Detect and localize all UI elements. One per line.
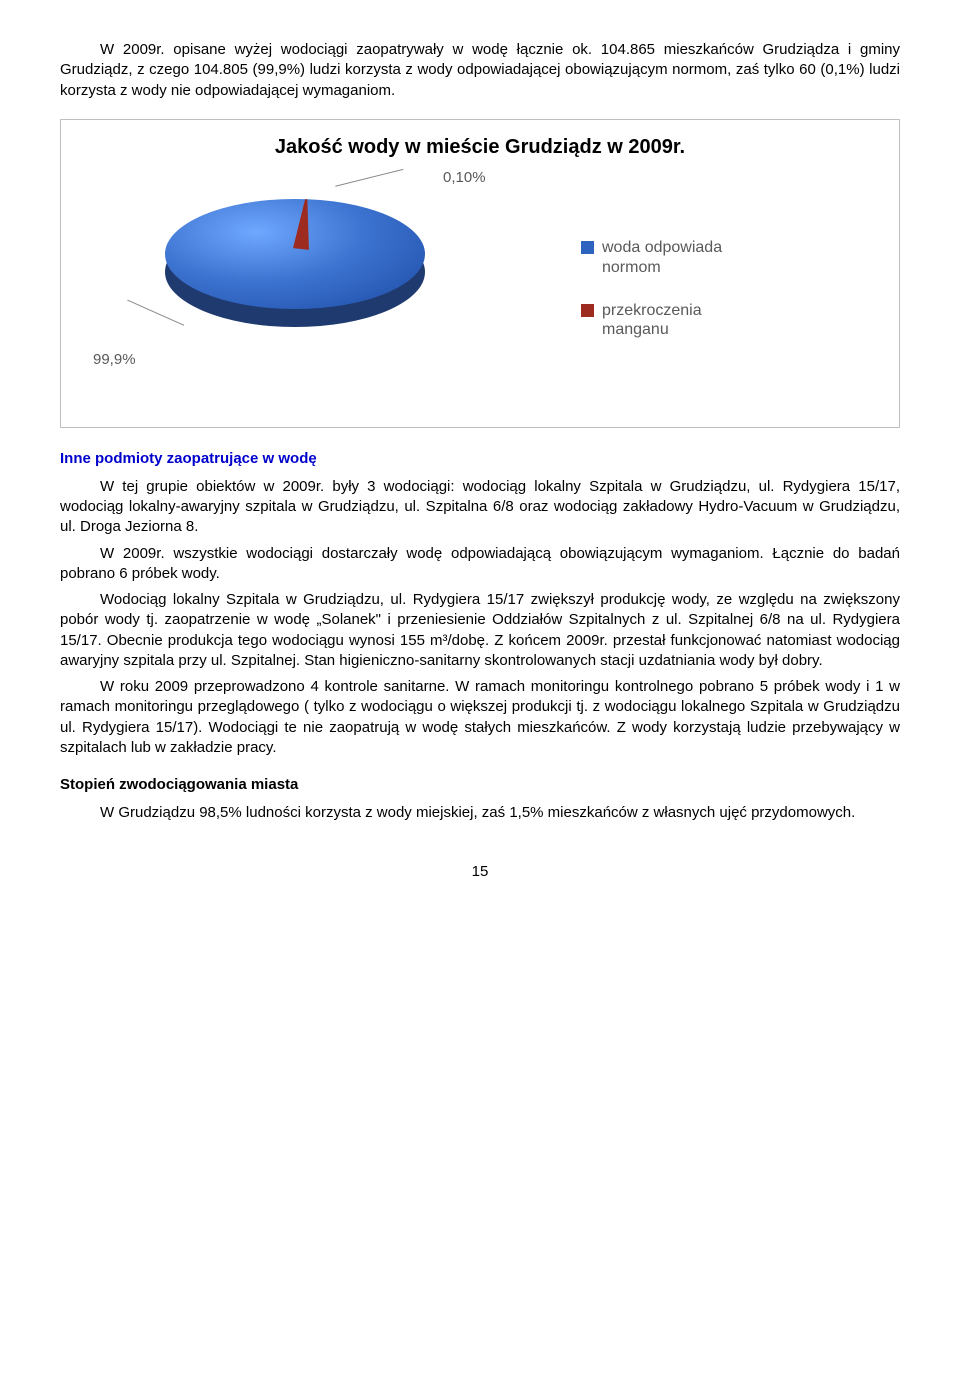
section-heading-supply-degree: Stopień zwodociągowania miasta	[60, 776, 900, 793]
water-quality-chart: Jakość wody w mieście Grudziądz w 2009r.…	[60, 119, 900, 428]
pie-slice-minor	[293, 199, 315, 250]
section1-para3: Wodociąg lokalny Szpitala w Grudziądzu, …	[60, 590, 900, 671]
legend-item-normal: woda odpowiada normom	[581, 238, 761, 276]
pie-column: 0,10% 99,9%	[75, 169, 561, 409]
callout-bottom: 99,9%	[93, 351, 136, 368]
pie-top-surface	[165, 199, 425, 309]
section1-para2: W 2009r. wszystkie wodociągi dostarczały…	[60, 544, 900, 585]
callout-top: 0,10%	[443, 169, 486, 186]
section-heading-other-entities: Inne podmioty zaopatrujące w wodę	[60, 450, 900, 467]
legend-label: przekroczenia manganu	[602, 301, 761, 339]
section2-para1: W Grudziądzu 98,5% ludności korzysta z w…	[60, 803, 900, 823]
section1-para4: W roku 2009 przeprowadzono 4 kontrole sa…	[60, 677, 900, 758]
chart-legend: woda odpowiada normom przekroczenia mang…	[561, 214, 885, 363]
intro-paragraph: W 2009r. opisane wyżej wodociągi zaopatr…	[60, 40, 900, 101]
chart-title: Jakość wody w mieście Grudziądz w 2009r.	[75, 136, 885, 159]
page-number: 15	[60, 863, 900, 880]
legend-swatch-red	[581, 304, 594, 317]
legend-swatch-blue	[581, 241, 594, 254]
pie-graphic	[165, 199, 425, 319]
section1-para1: W tej grupie obiektów w 2009r. były 3 wo…	[60, 477, 900, 538]
chart-body: 0,10% 99,9% woda odpowiada normom przekr…	[75, 169, 885, 409]
legend-item-exceed: przekroczenia manganu	[581, 301, 761, 339]
legend-label: woda odpowiada normom	[602, 238, 761, 276]
